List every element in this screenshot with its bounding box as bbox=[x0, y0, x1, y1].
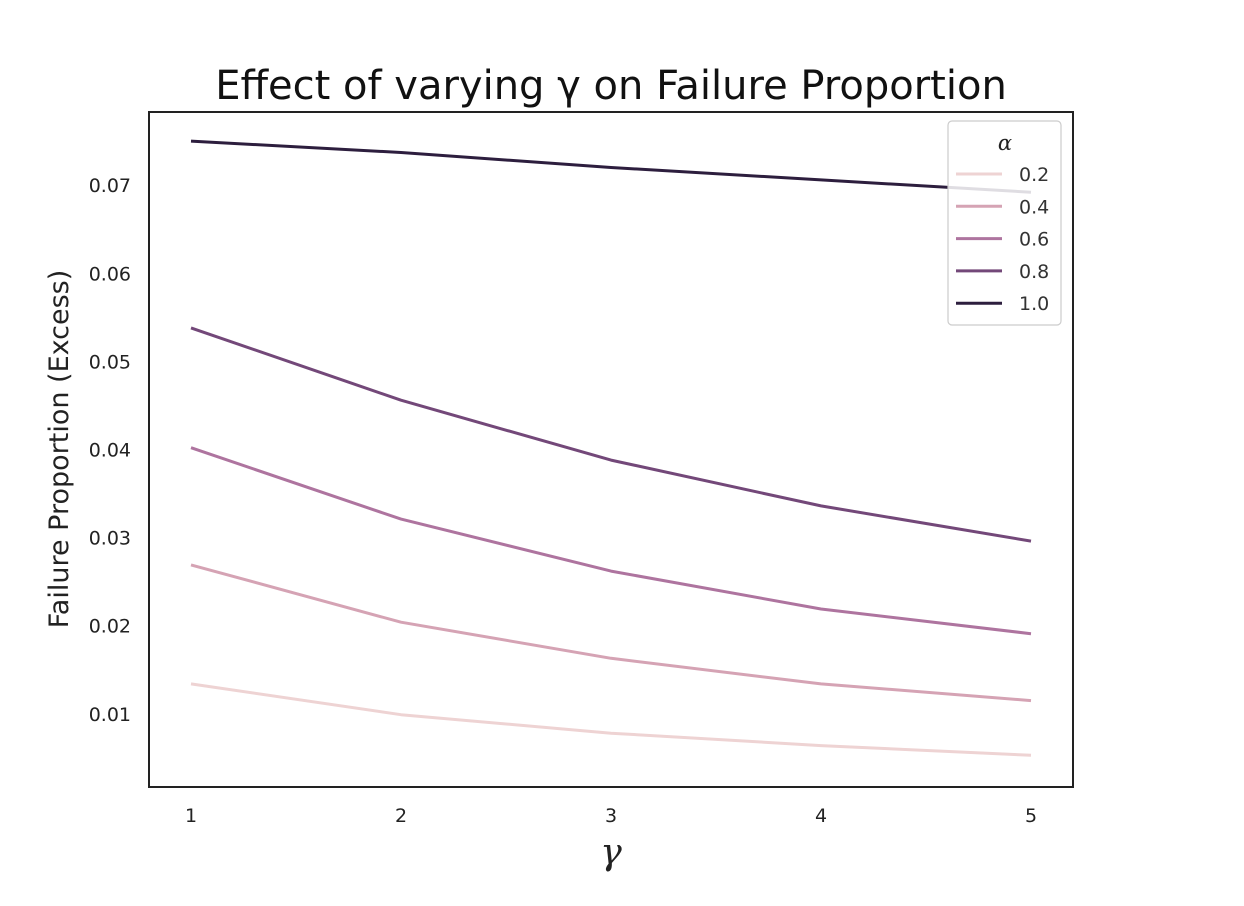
series-line-1.0 bbox=[190, 139, 1032, 194]
y-tick-label: 0.07 bbox=[89, 175, 131, 197]
legend-label-0.8: 0.8 bbox=[1019, 261, 1049, 283]
x-axis-label: γ bbox=[600, 832, 622, 873]
legend: α 0.2 0.4 0.6 0.8 1.0 bbox=[947, 120, 1062, 326]
series-line-0.2 bbox=[190, 682, 1032, 757]
legend-label-0.6: 0.6 bbox=[1019, 229, 1049, 251]
y-tick-label: 0.03 bbox=[89, 528, 131, 550]
series-lines bbox=[190, 139, 1032, 757]
x-axis-ticks: 1 2 3 4 5 bbox=[185, 805, 1037, 827]
series-line-0.6 bbox=[190, 446, 1032, 636]
legend-title: α bbox=[998, 131, 1012, 155]
legend-label-1.0: 1.0 bbox=[1019, 293, 1049, 315]
plot-area-frame bbox=[148, 111, 1074, 788]
chart-title: Effect of varying γ on Failure Proportio… bbox=[215, 63, 1007, 109]
y-tick-label: 0.01 bbox=[89, 704, 131, 726]
x-tick-label: 2 bbox=[395, 805, 407, 827]
legend-box bbox=[947, 120, 1062, 326]
x-tick-label: 3 bbox=[605, 805, 617, 827]
y-tick-label: 0.06 bbox=[89, 263, 131, 285]
legend-label-0.4: 0.4 bbox=[1019, 196, 1049, 218]
series-line-0.8 bbox=[190, 326, 1032, 543]
y-tick-label: 0.02 bbox=[89, 616, 131, 638]
legend-label-0.2: 0.2 bbox=[1019, 164, 1049, 186]
y-axis-ticks: 0.01 0.02 0.03 0.04 0.05 0.06 0.07 bbox=[89, 175, 131, 726]
x-tick-label: 5 bbox=[1025, 805, 1037, 827]
x-tick-label: 4 bbox=[815, 805, 827, 827]
y-tick-label: 0.05 bbox=[89, 351, 131, 373]
y-tick-label: 0.04 bbox=[89, 440, 131, 462]
legend-items: 0.2 0.4 0.6 0.8 1.0 bbox=[956, 164, 1049, 315]
y-axis-label: Failure Proportion (Excess) bbox=[44, 270, 75, 629]
series-line-0.4 bbox=[190, 563, 1032, 703]
x-tick-label: 1 bbox=[185, 805, 197, 827]
